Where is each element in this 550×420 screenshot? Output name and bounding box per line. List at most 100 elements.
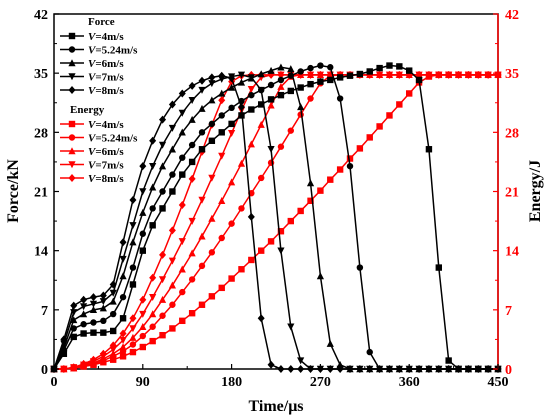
energy-series-2-point — [287, 127, 294, 134]
force-series-2-point — [198, 129, 206, 136]
energy-series-1-point — [129, 348, 137, 356]
energy-series-1-point — [327, 176, 334, 183]
force-series-2-point — [90, 319, 97, 326]
force-series-4-point — [247, 74, 255, 82]
force-series-1-point — [119, 315, 127, 322]
force-series-1-point — [366, 68, 373, 75]
force-series-2-point — [366, 348, 373, 356]
force-series-3-point — [257, 70, 265, 78]
force-series-2-point — [218, 112, 225, 119]
energy-series-1-point — [238, 266, 245, 273]
energy-series-3-point — [168, 281, 176, 289]
energy-series-4-point — [129, 325, 137, 333]
energy-series-1-point — [119, 353, 127, 360]
force-series-1-point — [327, 76, 334, 84]
force-series-5-point — [188, 81, 196, 90]
x-axis-tick-label: 180 — [221, 375, 242, 390]
force-series-4-point — [168, 124, 176, 132]
energy-series-1-point — [336, 166, 344, 173]
energy-series-5-point — [464, 70, 472, 79]
force-series-3-point — [208, 96, 216, 104]
energy-series-1-point — [287, 217, 294, 225]
energy-series-5-point — [425, 70, 433, 79]
force-series-3-point — [297, 103, 305, 111]
force-series-3-point — [119, 272, 127, 280]
energy-series-3-point — [218, 196, 226, 204]
force-series-2-point — [327, 64, 334, 71]
right-axis-tick-label: 21 — [505, 186, 519, 201]
force-series-5-point — [326, 365, 334, 373]
right-axis-tick-label: 28 — [505, 126, 519, 141]
force-series-4-point — [257, 86, 265, 94]
force-series-1-point — [188, 158, 196, 166]
force-series-5-point — [60, 335, 68, 344]
force-series-3-point — [149, 183, 157, 191]
force-series-5-point — [237, 102, 245, 111]
force-series-1-point — [267, 96, 275, 103]
energy-series-5-point — [149, 273, 157, 282]
force-series-5-point — [346, 365, 354, 373]
force-series-4-point — [287, 323, 295, 331]
energy-series-1-point — [356, 145, 364, 152]
force-series-5-point — [257, 314, 265, 323]
force-series-1-point — [287, 87, 294, 95]
force-series-1-point — [228, 120, 235, 128]
force-series-5-point — [484, 365, 492, 373]
legend-force-entry-5: V=8m/s — [60, 85, 124, 97]
force-series-2-point — [267, 81, 275, 89]
legend: Force Energy V=4m/sV=5.24m/sV=6m/sV=7m/s… — [60, 16, 138, 185]
energy-series-3-point — [228, 178, 236, 186]
right-axis-tick-label: 0 — [505, 363, 512, 378]
force-series-3-point — [89, 306, 98, 314]
energy-series-4-point — [188, 217, 196, 225]
left-axis-tick-label: 0 — [41, 363, 48, 378]
force-series-5-point — [149, 136, 157, 145]
force-series-2-point — [179, 154, 186, 161]
force-series-5-point — [385, 365, 393, 373]
force-series-5-point — [159, 115, 167, 124]
force-series-2-point — [100, 317, 107, 325]
force-series-4-point — [297, 357, 305, 365]
legend-force-entry-4: V=7m/s — [60, 72, 124, 84]
legend-label: V=8m/s — [88, 173, 124, 185]
legend-force-entries: V=4m/s V=5.24m/sV=6m/s V=7m/sV=8m/s — [60, 31, 138, 97]
legend-label: V=5.24m/s — [88, 133, 138, 145]
energy-series-1-point — [406, 90, 413, 97]
legend-force-title: Force — [88, 16, 115, 28]
energy-series-1-point — [317, 187, 324, 194]
force-series-1-point — [406, 67, 413, 74]
force-series-3-point — [287, 65, 295, 73]
force-series-2 — [50, 62, 502, 373]
x-axis-tick-label: 90 — [136, 375, 150, 390]
force-series-5-point — [99, 291, 107, 300]
legend-label: V=5.24m/s — [88, 45, 138, 57]
energy-series-5-point — [188, 174, 196, 183]
force-series-2-point — [317, 62, 324, 69]
legend-energy-entry-1: V=4m/s — [60, 119, 124, 131]
force-series-5-point — [109, 280, 117, 289]
force-series-2-point — [169, 171, 176, 178]
force-series-2-point — [110, 310, 117, 318]
legend-force-entry-1: V=4m/s — [60, 31, 124, 43]
force-series-5-point — [80, 295, 88, 304]
legend-energy-entry-3: V=6m/s — [60, 146, 124, 158]
force-series-2-point — [149, 205, 156, 212]
force-series-4-point — [158, 141, 167, 149]
energy-series-4-point — [228, 129, 236, 137]
force-series-1-point — [218, 129, 225, 136]
force-series-4-point — [198, 86, 206, 94]
energy-series-2-point — [307, 95, 314, 102]
energy-series-5-point — [484, 70, 492, 79]
energy-series-1-point — [139, 343, 146, 351]
energy-series-5-point — [316, 70, 324, 79]
force-series-4-point — [119, 255, 127, 263]
energy-series-5-line — [54, 74, 498, 370]
legend-marker — [68, 32, 76, 40]
force-series-1-point — [159, 205, 166, 212]
force-series-3-point — [326, 339, 334, 347]
force-series-1-point — [386, 62, 393, 69]
force-series-1-point — [208, 137, 216, 144]
energy-series-2-point — [129, 341, 137, 348]
energy-series-2 — [50, 71, 502, 373]
force-series-5 — [50, 71, 502, 373]
